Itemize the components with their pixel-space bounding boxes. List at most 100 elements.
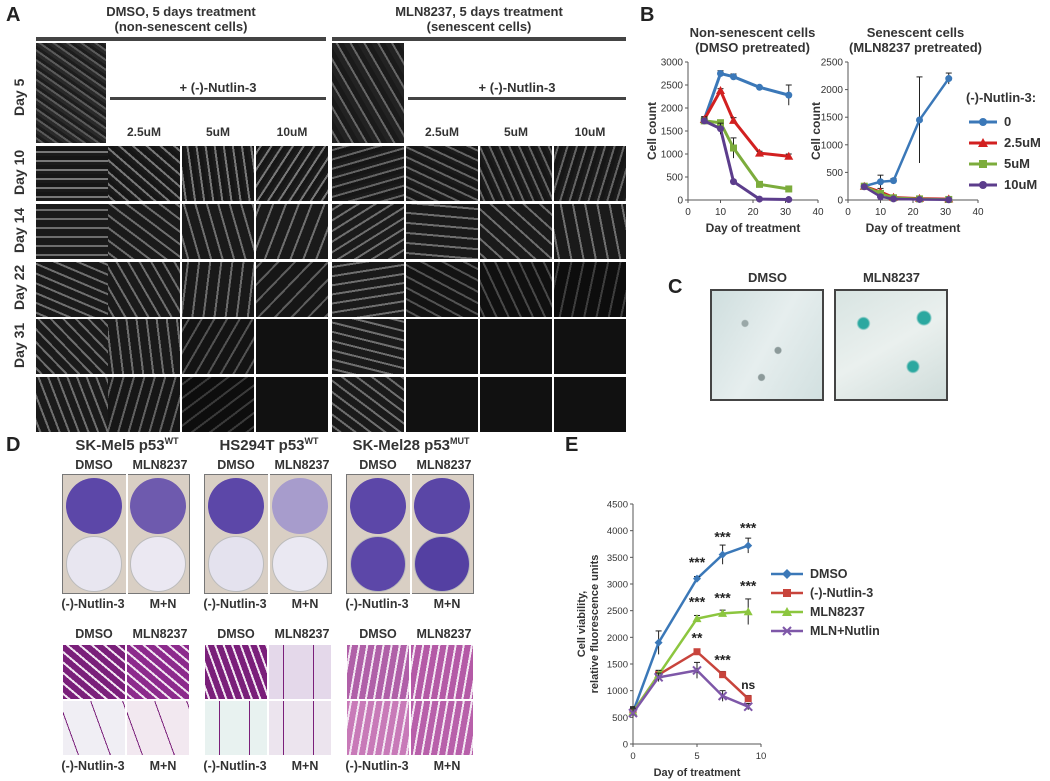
significance-annotation-2: *** xyxy=(740,520,757,536)
y-tick-label: 3000 xyxy=(607,580,628,591)
micrograph-r1-c7 xyxy=(480,146,552,201)
panel-d-row2-nutlin-2: (-)-Nutlin-3 xyxy=(345,759,409,773)
panel-b-label: B xyxy=(640,4,655,26)
panel-d-title-1: HS294T p53WT xyxy=(194,436,344,454)
panel-d-title-main: HS294T p53 xyxy=(219,437,305,454)
panel-d-micro-tr-2 xyxy=(411,645,473,699)
panel-d-micro-bl-1 xyxy=(205,701,267,755)
data-point xyxy=(756,195,763,203)
series-line-0 xyxy=(863,77,950,188)
panel-d-title-0: SK-Mel5 p53WT xyxy=(52,436,202,454)
panel-d-col2-dmso-1: DMSO xyxy=(217,627,255,641)
row-label-day31: Day 31 xyxy=(11,322,27,368)
legend-b-item-3: 10uM xyxy=(968,174,1050,195)
micrograph-r4-c7 xyxy=(480,319,552,374)
significance-annotation-7: *** xyxy=(714,651,731,667)
x-tick-label: 30 xyxy=(780,207,792,218)
data-point xyxy=(744,541,753,550)
data-point xyxy=(628,708,638,718)
mln-header: MLN8237, 5 days treatment (senescent cel… xyxy=(332,4,626,34)
data-point xyxy=(755,148,764,157)
legend-e-label-1: (-)-Nutlin-3 xyxy=(810,585,874,600)
x-tick-label: 5 xyxy=(694,751,699,762)
panel-d-row-nutlin-0: (-)-Nutlin-3 xyxy=(61,597,125,611)
micrograph-r3-c6 xyxy=(406,262,478,317)
data-point xyxy=(716,86,725,95)
panel-d-micro-br-1 xyxy=(269,701,331,755)
legend-b-items: 0 2.5uM 5uM 10uM xyxy=(960,111,1050,195)
y-tick-label: 1500 xyxy=(607,660,628,671)
panel-d-row2-nutlin-0: (-)-Nutlin-3 xyxy=(61,759,125,773)
panel-c-dmso-image xyxy=(710,289,824,401)
panel-e-label: E xyxy=(565,434,579,456)
conc-label-dmso-1: 2.5uM xyxy=(126,125,161,139)
micrograph-r2-c4 xyxy=(256,204,328,259)
dmso-header-line1: DMSO, 5 days treatment xyxy=(106,4,256,19)
y-tick-label: 4000 xyxy=(607,526,628,537)
y-tick-label: 3500 xyxy=(607,553,628,564)
panel-d-micro-tl-1 xyxy=(205,645,267,699)
data-point xyxy=(785,185,793,193)
data-point xyxy=(717,125,724,133)
legend-e-label-3: MLN+Nutlin xyxy=(810,623,880,638)
y-axis-label: Cell count xyxy=(810,102,823,160)
series-line-3 xyxy=(631,669,749,714)
significance-annotation-5: *** xyxy=(740,578,757,594)
day5-mln-image xyxy=(332,43,404,143)
micrograph-r2-c8 xyxy=(554,204,626,259)
panel-d-micro-bl-0 xyxy=(63,701,125,755)
data-point xyxy=(945,75,953,83)
micrograph-r4-c5 xyxy=(332,319,404,374)
x-tick-label: 20 xyxy=(747,207,759,218)
micrograph-r5-c4 xyxy=(256,377,328,432)
data-point xyxy=(877,178,884,186)
data-point xyxy=(654,638,663,647)
y-tick-label: 1500 xyxy=(821,113,844,124)
panel-d-col-mln-1: MLN8237 xyxy=(274,458,330,472)
micrograph-r1-c5 xyxy=(332,146,404,201)
micrograph-r2-c1 xyxy=(36,204,108,259)
legend-marker xyxy=(978,137,988,147)
x-tick-label: 40 xyxy=(812,207,824,218)
data-point xyxy=(916,195,923,203)
micrograph-r3-c3 xyxy=(182,262,254,317)
row-label-day14: Day 14 xyxy=(11,207,27,253)
micrograph-r1-c3 xyxy=(182,146,254,201)
panel-d-col-dmso-0: DMSO xyxy=(75,458,113,472)
day5-dmso-image xyxy=(36,43,106,143)
panel-d-divider-2 xyxy=(410,474,412,594)
micrograph-r5-c5 xyxy=(332,377,404,432)
data-point xyxy=(730,73,737,81)
y-tick-label: 2000 xyxy=(661,104,684,115)
legend-e: DMSO (-)-Nutlin-3 MLN8237 MLN+Nutlin xyxy=(770,564,910,640)
y-axis-label: Cell viability, xyxy=(576,591,588,657)
micrograph-r3-c1 xyxy=(36,262,108,317)
legend-b-label-2: 5uM xyxy=(1004,156,1030,171)
panel-d-title-sup: MUT xyxy=(450,436,470,446)
micrograph-r4-c2 xyxy=(108,319,180,374)
data-point xyxy=(743,607,753,616)
micrograph-r1-c8 xyxy=(554,146,626,201)
data-point xyxy=(730,144,737,152)
data-point xyxy=(743,701,753,712)
panel-d-well-br-0 xyxy=(130,536,186,592)
x-tick-label: 0 xyxy=(630,751,635,762)
legend-e-label-0: DMSO xyxy=(810,566,848,581)
micrograph-r3-c7 xyxy=(480,262,552,317)
mln-header-line1: MLN8237, 5 days treatment xyxy=(395,4,563,19)
dmso-header: DMSO, 5 days treatment (non-senescent ce… xyxy=(36,4,326,34)
micrograph-r4-c1 xyxy=(36,319,108,374)
panel-d-row-mn-1: M+N xyxy=(291,597,319,611)
micrograph-r5-c3 xyxy=(182,377,254,432)
panel-d-micro-tl-2 xyxy=(347,645,409,699)
micrograph-r4-c4 xyxy=(256,319,328,374)
panel-d-well-tr-1 xyxy=(272,478,328,534)
chart-non-senescent: 0 500 1000 1500 2000 2500 3000 0 10 20 30 40 Day of … xyxy=(645,58,824,235)
y-tick-label: 2000 xyxy=(607,633,628,644)
significance-annotation-3: *** xyxy=(689,594,706,610)
legend-b-label-0: 0 xyxy=(1004,114,1012,129)
micrograph-r5-c7 xyxy=(480,377,552,432)
panel-d-row-mn-2: M+N xyxy=(433,597,461,611)
legend-b-swatch-0 xyxy=(969,117,997,126)
x-tick-label: 40 xyxy=(972,207,984,218)
